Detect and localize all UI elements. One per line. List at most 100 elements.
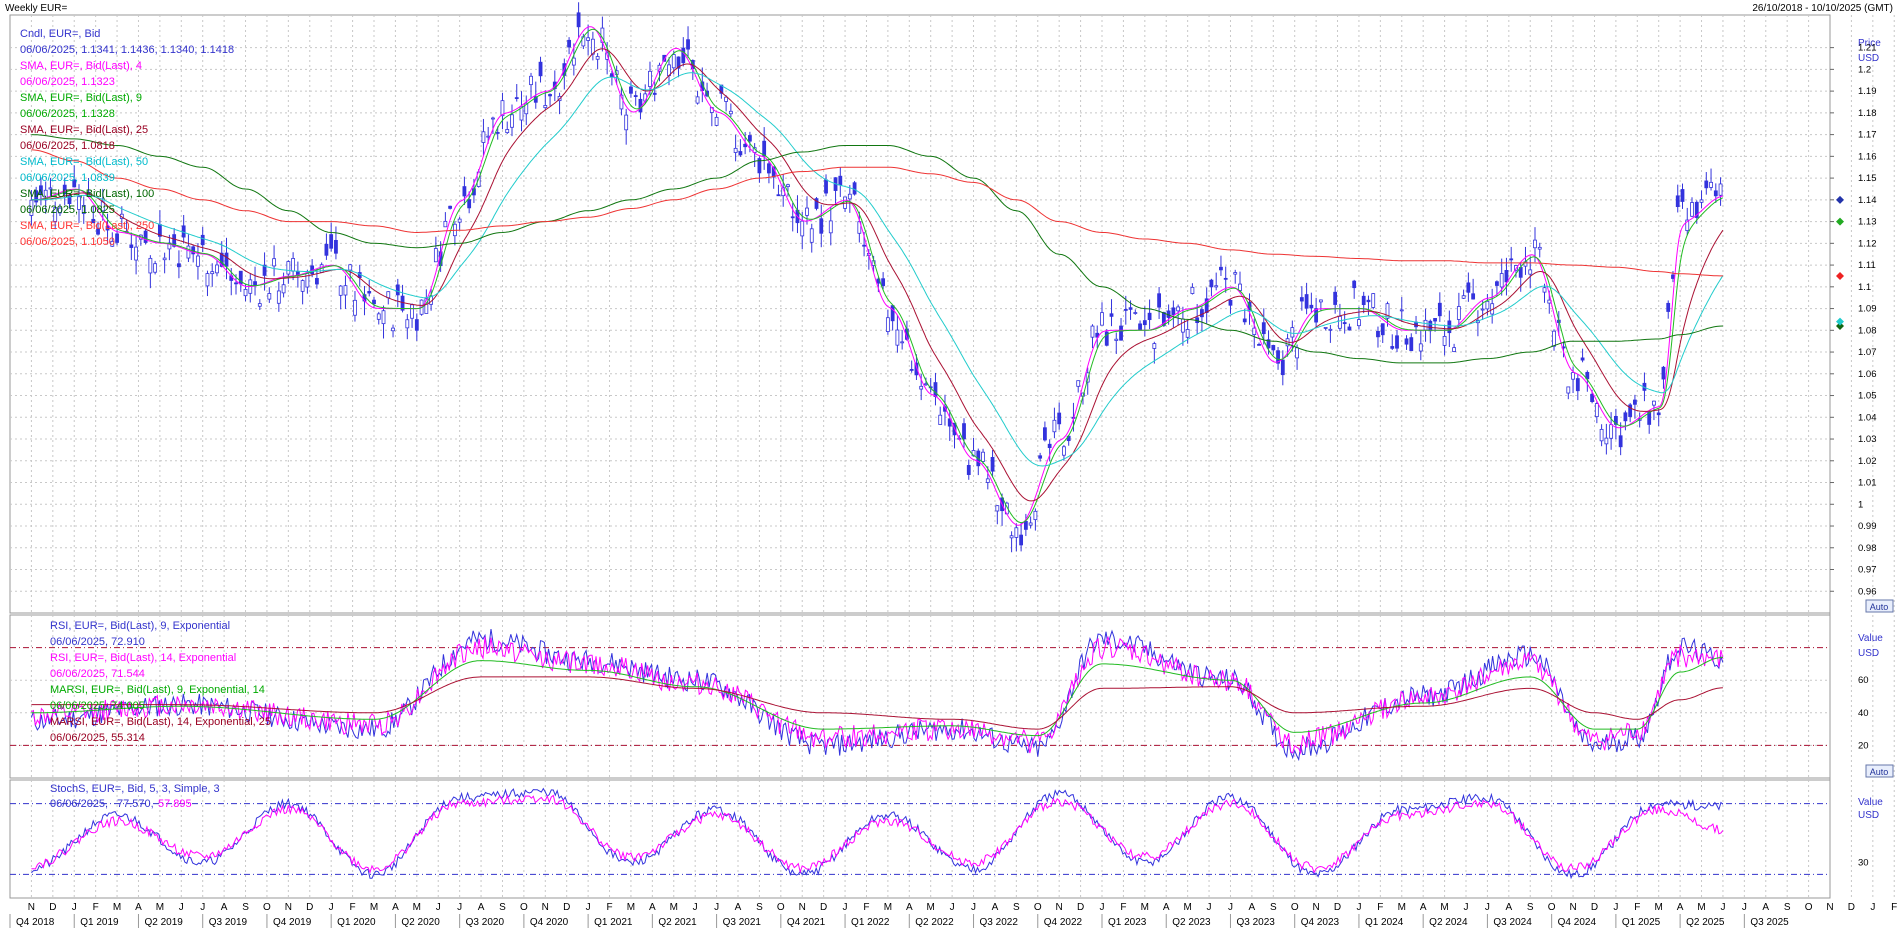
candle-body — [648, 70, 652, 87]
candle-body — [919, 385, 924, 390]
candle-body — [1447, 320, 1452, 334]
candle-body — [481, 131, 486, 143]
candle-body — [814, 198, 819, 209]
candle-body — [1552, 330, 1556, 347]
month-tick-label: O — [520, 902, 528, 913]
stoch-panel[interactable]: StochS, EUR=, Bid, 5, 3, Simple, 3 06/06… — [9, 779, 1898, 899]
candle-body — [1666, 302, 1671, 312]
candle-body — [985, 478, 990, 483]
candle-body — [462, 186, 467, 197]
candle-body — [1542, 287, 1547, 293]
candle-body — [686, 39, 690, 50]
candle-body — [205, 273, 210, 287]
candle-body — [1675, 195, 1680, 208]
legend-value: 06/06/2025, 1.1341, 1.1436, 1.1340, 1.14… — [20, 44, 234, 56]
candle-body — [343, 285, 348, 296]
legend-value: 06/06/2025, 1.1050 — [20, 236, 115, 248]
month-tick-label: J — [1720, 902, 1725, 913]
candle-body — [143, 230, 148, 243]
candle-body — [838, 175, 843, 186]
quarter-tick-label: Q3 2024 — [1493, 917, 1532, 928]
month-tick-label: O — [1548, 902, 1556, 913]
stoch-k-line — [31, 787, 1724, 880]
candle-body — [1709, 181, 1713, 188]
candle-body — [548, 94, 552, 97]
month-tick-label: J — [1100, 902, 1105, 913]
quarter-tick-label: Q4 2019 — [273, 917, 312, 928]
rsi-panel[interactable]: RSI, EUR=, Bid(Last), 9, Exponential 06/0… — [9, 614, 1898, 779]
candle-body — [514, 97, 519, 99]
candle-body — [1609, 424, 1614, 439]
candle-body — [1623, 412, 1628, 422]
candle-body — [533, 96, 538, 103]
month-tick-label: A — [1163, 902, 1170, 913]
month-tick-label: M — [156, 902, 164, 913]
candle-body — [1428, 320, 1433, 332]
candle-body — [543, 105, 548, 109]
candle-body — [1652, 400, 1656, 406]
month-tick-label: J — [586, 902, 591, 913]
rsi-auto-button[interactable]: Auto — [1865, 764, 1894, 778]
candle-body — [862, 244, 866, 247]
candle-body — [1580, 357, 1585, 361]
candle-body — [890, 305, 895, 322]
month-tick-label: J — [329, 902, 334, 913]
candle-body — [1618, 435, 1623, 448]
month-tick-label: J — [1870, 902, 1875, 913]
rsi-tick-labels: 60 40 20 — [1858, 675, 1869, 751]
candle-body — [1433, 318, 1437, 322]
price-panel[interactable]: Cndl, EUR=, Bid 06/06/2025, 1.1341, 1.143… — [9, 2, 1898, 614]
month-tick-label: J — [1742, 902, 1747, 913]
rsi-series-line-2 — [31, 635, 1724, 755]
legend-value: 06/06/2025, 55.314 — [50, 732, 145, 744]
candle-body — [1376, 330, 1380, 338]
candle-body — [1223, 277, 1228, 280]
month-tick-label: F — [93, 902, 99, 913]
price-tick-label: 1.04 — [1858, 412, 1877, 423]
month-tick-label: D — [563, 902, 570, 913]
legend-label: SMA, EUR=, Bid(Last), 250 — [20, 220, 154, 232]
candle-body — [1656, 412, 1661, 416]
candle-body — [1480, 308, 1485, 311]
candle-body — [1252, 327, 1257, 335]
candle-body — [443, 220, 448, 228]
rsi-axis-title: Value — [1858, 633, 1883, 644]
price-auto-button[interactable]: Auto — [1865, 599, 1894, 613]
candle-body — [334, 240, 338, 254]
rsi-tick-label: 20 — [1858, 740, 1869, 751]
candle-body — [1076, 380, 1081, 387]
candle-body — [1390, 346, 1395, 349]
candle-body — [53, 207, 58, 222]
quarter-tick-label: Q2 2020 — [401, 917, 440, 928]
quarter-tick-label: Q2 2024 — [1429, 917, 1468, 928]
candle-body — [1323, 327, 1328, 329]
quarter-tick-label: Q1 2023 — [1108, 917, 1147, 928]
candle-body — [1271, 345, 1276, 351]
stoch-legend-d: 57.895 — [158, 798, 192, 810]
candle-body — [633, 95, 638, 97]
month-tick-label: F — [1377, 902, 1383, 913]
month-tick-label: S — [756, 902, 763, 913]
candle-body — [1690, 202, 1694, 217]
quarter-tick-label: Q3 2025 — [1750, 917, 1789, 928]
candle-body — [96, 228, 100, 235]
sma-250-line — [31, 149, 1723, 277]
quarter-tick-label: Q2 2021 — [658, 917, 697, 928]
candle-body — [733, 147, 738, 153]
candle-body — [243, 289, 248, 297]
candle-body — [1704, 180, 1709, 189]
candle-body — [348, 264, 353, 271]
month-tick-label: M — [113, 902, 121, 913]
month-tick-label: M — [370, 902, 378, 913]
candle-body — [1395, 335, 1399, 349]
month-tick-label: J — [457, 902, 462, 913]
candle-body — [1142, 320, 1147, 326]
candle-body — [1352, 280, 1357, 289]
candle-body — [824, 179, 828, 194]
candle-body — [1261, 322, 1266, 335]
month-tick-label: F — [606, 902, 612, 913]
month-tick-label: J — [1228, 902, 1233, 913]
sma-100-line — [31, 134, 1723, 364]
date-range: 26/10/2018 - 10/10/2025 (GMT) — [1752, 3, 1893, 14]
